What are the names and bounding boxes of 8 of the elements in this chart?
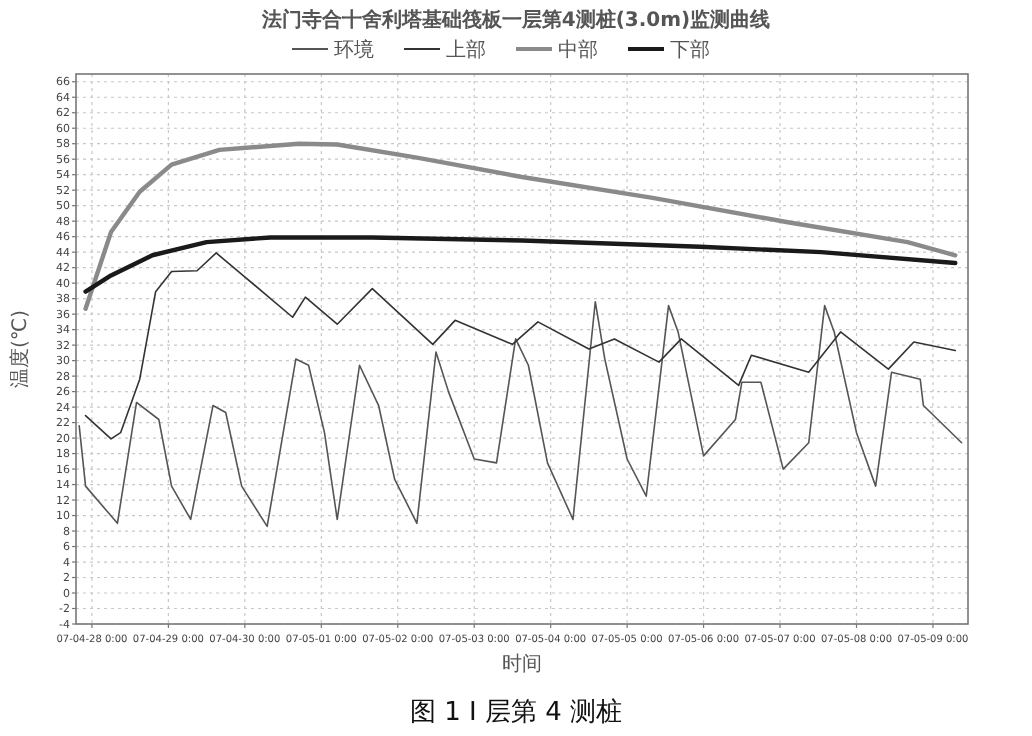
legend-label: 中部	[558, 38, 598, 62]
caption: 图 1 I 层第 4 测桩	[409, 698, 623, 728]
legend-label: 上部	[446, 38, 486, 62]
legend-label: 环境	[334, 38, 374, 62]
legend-label: 下部	[670, 38, 710, 62]
chart-title: 法门寺合十舍利塔基础筏板一层第4测桩(3.0m)监测曲线	[259, 8, 771, 32]
y-axis-title: 温度(℃)	[8, 309, 32, 389]
x-axis-title: 时间	[502, 652, 542, 676]
